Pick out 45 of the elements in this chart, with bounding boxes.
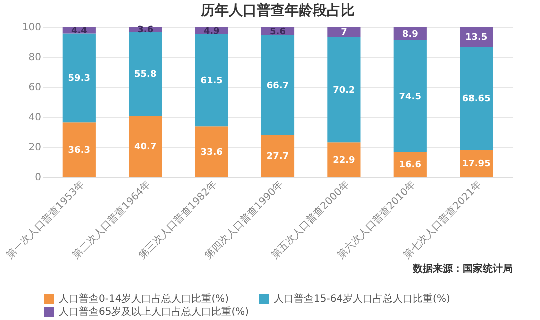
- data-label: 13.5: [465, 33, 488, 44]
- bar: [62, 34, 96, 123]
- bar: [328, 27, 361, 38]
- bar: [62, 122, 96, 177]
- bar: [394, 40, 427, 152]
- data-label: 8.9: [402, 30, 418, 40]
- legend-label: 人口普查65岁及以上人口占总人口比重(%): [59, 306, 250, 318]
- bar: [460, 47, 494, 150]
- data-label: 7: [341, 28, 348, 38]
- bar: [394, 152, 427, 177]
- data-label: 4.4: [71, 26, 88, 36]
- bar: [261, 135, 295, 177]
- data-label: 33.6: [200, 148, 223, 158]
- data-label: 74.5: [399, 92, 422, 102]
- data-label: 36.3: [68, 146, 91, 156]
- bar: [261, 36, 295, 136]
- source-note: 数据来源：国家统计局: [412, 263, 513, 275]
- data-label: 68.65: [462, 94, 491, 105]
- bar: [195, 34, 228, 127]
- bar: [129, 116, 162, 177]
- data-label: 61.5: [200, 76, 223, 87]
- y-tick-label: 20: [28, 142, 42, 154]
- bar: [328, 142, 361, 177]
- data-label: 4.9: [204, 26, 220, 37]
- data-label: 70.2: [333, 86, 356, 96]
- bar: [328, 37, 361, 143]
- data-label: 17.95: [462, 160, 491, 170]
- data-label: 55.8: [134, 70, 157, 80]
- data-label: 22.9: [333, 156, 356, 166]
- data-label: 40.7: [134, 142, 157, 153]
- y-tick-label: 40: [28, 112, 42, 124]
- data-label: 5.6: [270, 27, 286, 38]
- bar: [195, 126, 228, 177]
- y-tick-label: 80: [28, 52, 42, 64]
- y-tick-label: 100: [22, 22, 42, 34]
- chart-title: 历年人口普查年龄段占比: [200, 2, 355, 20]
- data-label: 16.6: [399, 160, 422, 171]
- legend-label: 人口普查0-14岁人口占总人口比重(%): [59, 293, 230, 305]
- y-tick-label: 60: [28, 82, 42, 94]
- data-label: 59.3: [68, 74, 91, 84]
- y-tick-label: 0: [35, 172, 42, 184]
- bar: [129, 32, 162, 116]
- data-label: 66.7: [266, 82, 290, 92]
- legend-label: 人口普查15-64岁人口占总人口比重(%): [274, 293, 450, 305]
- data-label: 27.7: [266, 152, 290, 162]
